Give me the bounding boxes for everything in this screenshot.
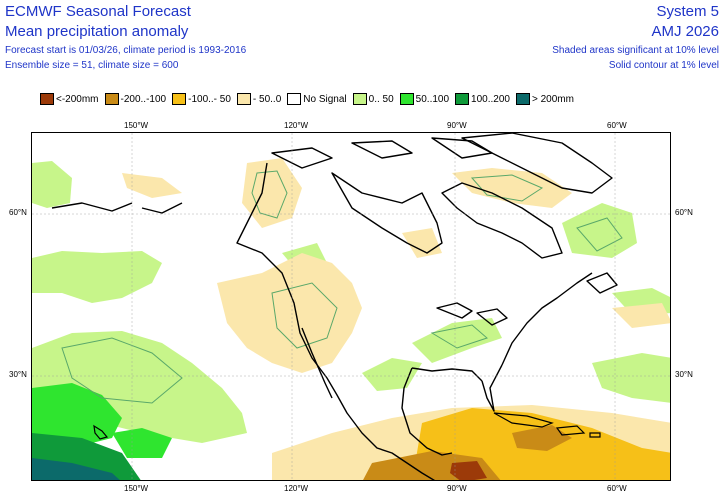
anomaly-50-100-shading [32, 383, 172, 458]
contour-hudson [470, 174, 544, 202]
coast-east-us [501, 272, 593, 366]
lat-label-left: 60°N [9, 208, 27, 217]
sub-title: Mean precipitation anomaly [5, 23, 189, 40]
island-hawaii [93, 424, 109, 440]
shade-gulf-alaska [32, 251, 162, 303]
legend-swatch [352, 93, 367, 105]
legend-label: -100..- 50 [188, 93, 231, 105]
legend-swatch [172, 93, 187, 105]
shade-hawaii-south [112, 428, 172, 458]
contour-pacific [61, 337, 183, 404]
map-canvas [32, 133, 670, 480]
lon-label-bottom: 120°W [284, 484, 309, 493]
legend-item: <-200mm [40, 93, 99, 105]
legend-label: -200..-100 [120, 93, 167, 105]
significance-contours [61, 170, 623, 404]
legend-label: > 200mm [531, 93, 574, 105]
lon-label-bottom: 90°W [447, 484, 467, 493]
shading-significance-note: Shaded areas significant at 10% level [552, 45, 719, 56]
legend-label: 0.. 50 [368, 93, 394, 105]
island-puerto-rico [589, 432, 601, 438]
color-legend: <-200mm -200..-100 -100..- 50 - 50..0 No… [40, 92, 580, 106]
system-label: System 5 [656, 3, 719, 20]
coast-newfoundland [586, 272, 618, 294]
shade-hudson-east [452, 168, 572, 208]
lat-label-left: 30°N [9, 370, 27, 379]
shade-atlantic-east [592, 353, 670, 403]
lon-label-top: 120°W [284, 121, 309, 130]
legend-swatch [515, 93, 530, 105]
shade-yukon [242, 158, 302, 228]
legend-label: 100..200 [471, 93, 510, 105]
coast-hudson-bay [331, 172, 443, 254]
precipitation-anomaly-map [31, 132, 671, 481]
shade-labrador [562, 203, 637, 258]
legend-label: No Signal [303, 93, 347, 105]
coastlines [51, 133, 618, 480]
shade-alaska-south [122, 173, 182, 198]
coast-alaska-aleutians [51, 202, 183, 214]
coast-greenland [461, 133, 613, 194]
coast-arctic-islands [271, 137, 493, 169]
shade-nw-alaska [32, 161, 72, 208]
coast-great-lakes [436, 302, 508, 326]
anomaly-under-minus200-shading [450, 461, 487, 480]
shade-caribbean-core [512, 425, 572, 451]
legend-swatch [104, 93, 119, 105]
caribbean-islands [93, 412, 601, 440]
legend-item: -200..-100 [104, 93, 167, 105]
graticule [32, 133, 670, 480]
lat-label-right: 30°N [675, 370, 693, 379]
legend-swatch [455, 93, 470, 105]
forecast-start-text: Forecast start is 01/03/26, climate peri… [5, 45, 247, 56]
shade-hawaii-west [32, 383, 122, 448]
lon-label-top: 150°W [124, 121, 149, 130]
legend-item: 50..100 [399, 93, 450, 105]
coast-gulf-coast [411, 367, 483, 382]
shade-itcz-pacific [32, 458, 120, 480]
anomaly-over-200-shading [32, 458, 120, 480]
shade-atlantic-mid [612, 303, 670, 328]
main-title: ECMWF Seasonal Forecast [5, 3, 191, 20]
lon-label-top: 60°W [607, 121, 627, 130]
legend-item: No Signal [287, 93, 347, 105]
legend-label: 50..100 [415, 93, 450, 105]
contour-west-us [271, 282, 338, 349]
contour-labrador [576, 217, 623, 252]
lat-label-right: 60°N [675, 208, 693, 217]
legend-label: - 50..0 [252, 93, 282, 105]
legend-swatch [40, 93, 54, 105]
shade-western-us [217, 253, 362, 373]
legend-swatch [236, 93, 251, 105]
season-label: AMJ 2026 [651, 23, 719, 40]
lon-label-bottom: 150°W [124, 484, 149, 493]
shade-great-lakes [412, 318, 502, 363]
coast-florida [481, 364, 503, 412]
coast-mexico-east [401, 367, 453, 456]
lon-label-bottom: 60°W [607, 484, 627, 493]
legend-item: - 50..0 [236, 93, 282, 105]
contour-great-lakes [430, 324, 488, 349]
coast-labrador [441, 182, 563, 259]
contour-alaska [251, 170, 288, 219]
island-cuba [493, 412, 554, 428]
legend-swatch [287, 93, 302, 105]
legend-swatch [399, 93, 414, 105]
legend-item: -100..- 50 [172, 93, 231, 105]
coast-baja [301, 327, 333, 399]
legend-item: > 200mm [515, 93, 574, 105]
legend-item: 100..200 [455, 93, 510, 105]
shade-gulf-coast [362, 358, 422, 391]
legend-label: <-200mm [56, 93, 99, 105]
shade-guatemala [450, 461, 487, 480]
ensemble-size-text: Ensemble size = 51, climate size = 600 [5, 60, 179, 71]
lon-label-top: 90°W [447, 121, 467, 130]
legend-item: 0.. 50 [352, 93, 394, 105]
coast-north-america-west [236, 162, 436, 480]
island-hispaniola [555, 425, 586, 436]
contour-significance-note: Solid contour at 1% level [608, 60, 719, 71]
